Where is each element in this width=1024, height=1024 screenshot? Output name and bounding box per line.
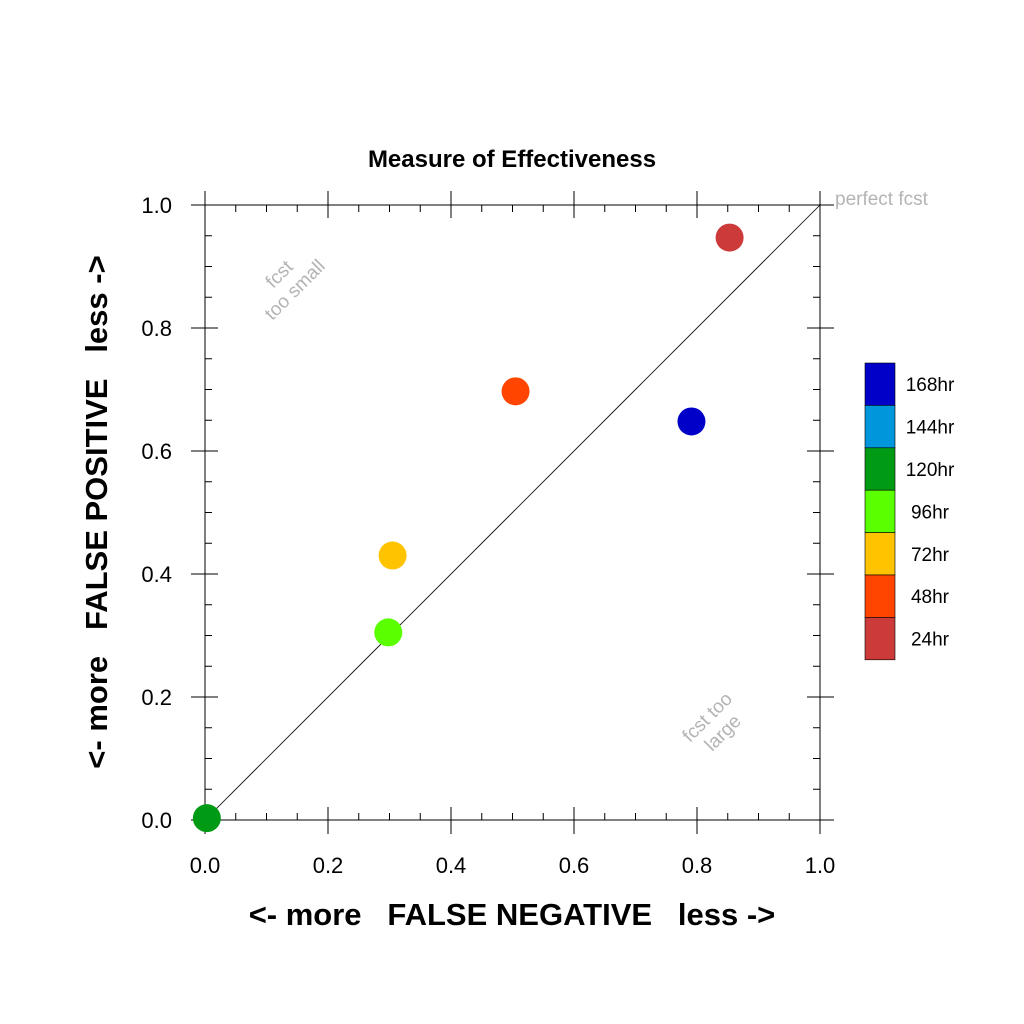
perfect-fcst-annotation: perfect fcst	[835, 189, 929, 210]
point-48hr	[501, 377, 530, 406]
x-tick-label: 1.0	[805, 853, 836, 878]
x-tick-label: 0.2	[313, 853, 344, 878]
legend-label-24hr: 24hr	[911, 630, 950, 651]
x-tick-label: 0.6	[559, 853, 590, 878]
point-96hr	[374, 618, 403, 647]
legend-label-72hr: 72hr	[911, 545, 950, 566]
perfect-forecast-diagonal	[204, 204, 821, 821]
legend-swatch-144hr	[864, 405, 896, 449]
point-168hr	[677, 407, 706, 436]
point-72hr	[378, 541, 407, 570]
x-axis-label: <- more FALSE NEGATIVE less ->	[249, 897, 776, 932]
legend-swatch-96hr	[864, 489, 896, 533]
too-small-annotation-line-2: too small	[261, 256, 330, 325]
x-tick-label: 0.4	[436, 853, 467, 878]
too-small-annotation: fcst too small	[261, 256, 330, 325]
legend-swatch-120hr	[864, 447, 896, 491]
y-tick-labels: 0.0 0.2 0.4 0.6 0.8 1.0	[141, 193, 172, 833]
legend: 168hr 144hr 120hr 96hr 72hr 48hr 24hr	[864, 362, 955, 661]
y-tick-label: 0.8	[141, 316, 172, 341]
legend-label-120hr: 120hr	[906, 460, 955, 481]
legend-label-96hr: 96hr	[911, 502, 950, 523]
legend-swatch-48hr	[864, 574, 896, 618]
chart-title: Measure of Effectiveness	[368, 146, 656, 173]
y-axis-label: <- more FALSE POSITIVE less ->	[79, 255, 114, 768]
y-tick-label: 0.6	[141, 439, 172, 464]
y-tick-label: 0.4	[141, 562, 172, 587]
x-tick-label: 0.8	[682, 853, 713, 878]
y-tick-label: 0.2	[141, 685, 172, 710]
y-tick-label: 1.0	[141, 193, 172, 218]
legend-swatch-72hr	[864, 532, 896, 576]
point-24hr	[715, 223, 744, 252]
legend-label-168hr: 168hr	[906, 375, 955, 396]
data-points	[192, 223, 744, 833]
y-tick-label: 0.0	[141, 808, 172, 833]
x-tick-label: 0.0	[190, 853, 221, 878]
x-tick-labels: 0.0 0.2 0.4 0.6 0.8 1.0	[190, 853, 836, 878]
legend-swatch-24hr	[864, 617, 896, 661]
legend-swatch-168hr	[864, 362, 896, 406]
legend-label-144hr: 144hr	[906, 418, 955, 439]
legend-label-48hr: 48hr	[911, 587, 950, 608]
too-large-annotation: fcst too large	[679, 689, 746, 756]
point-120hr	[192, 804, 221, 833]
